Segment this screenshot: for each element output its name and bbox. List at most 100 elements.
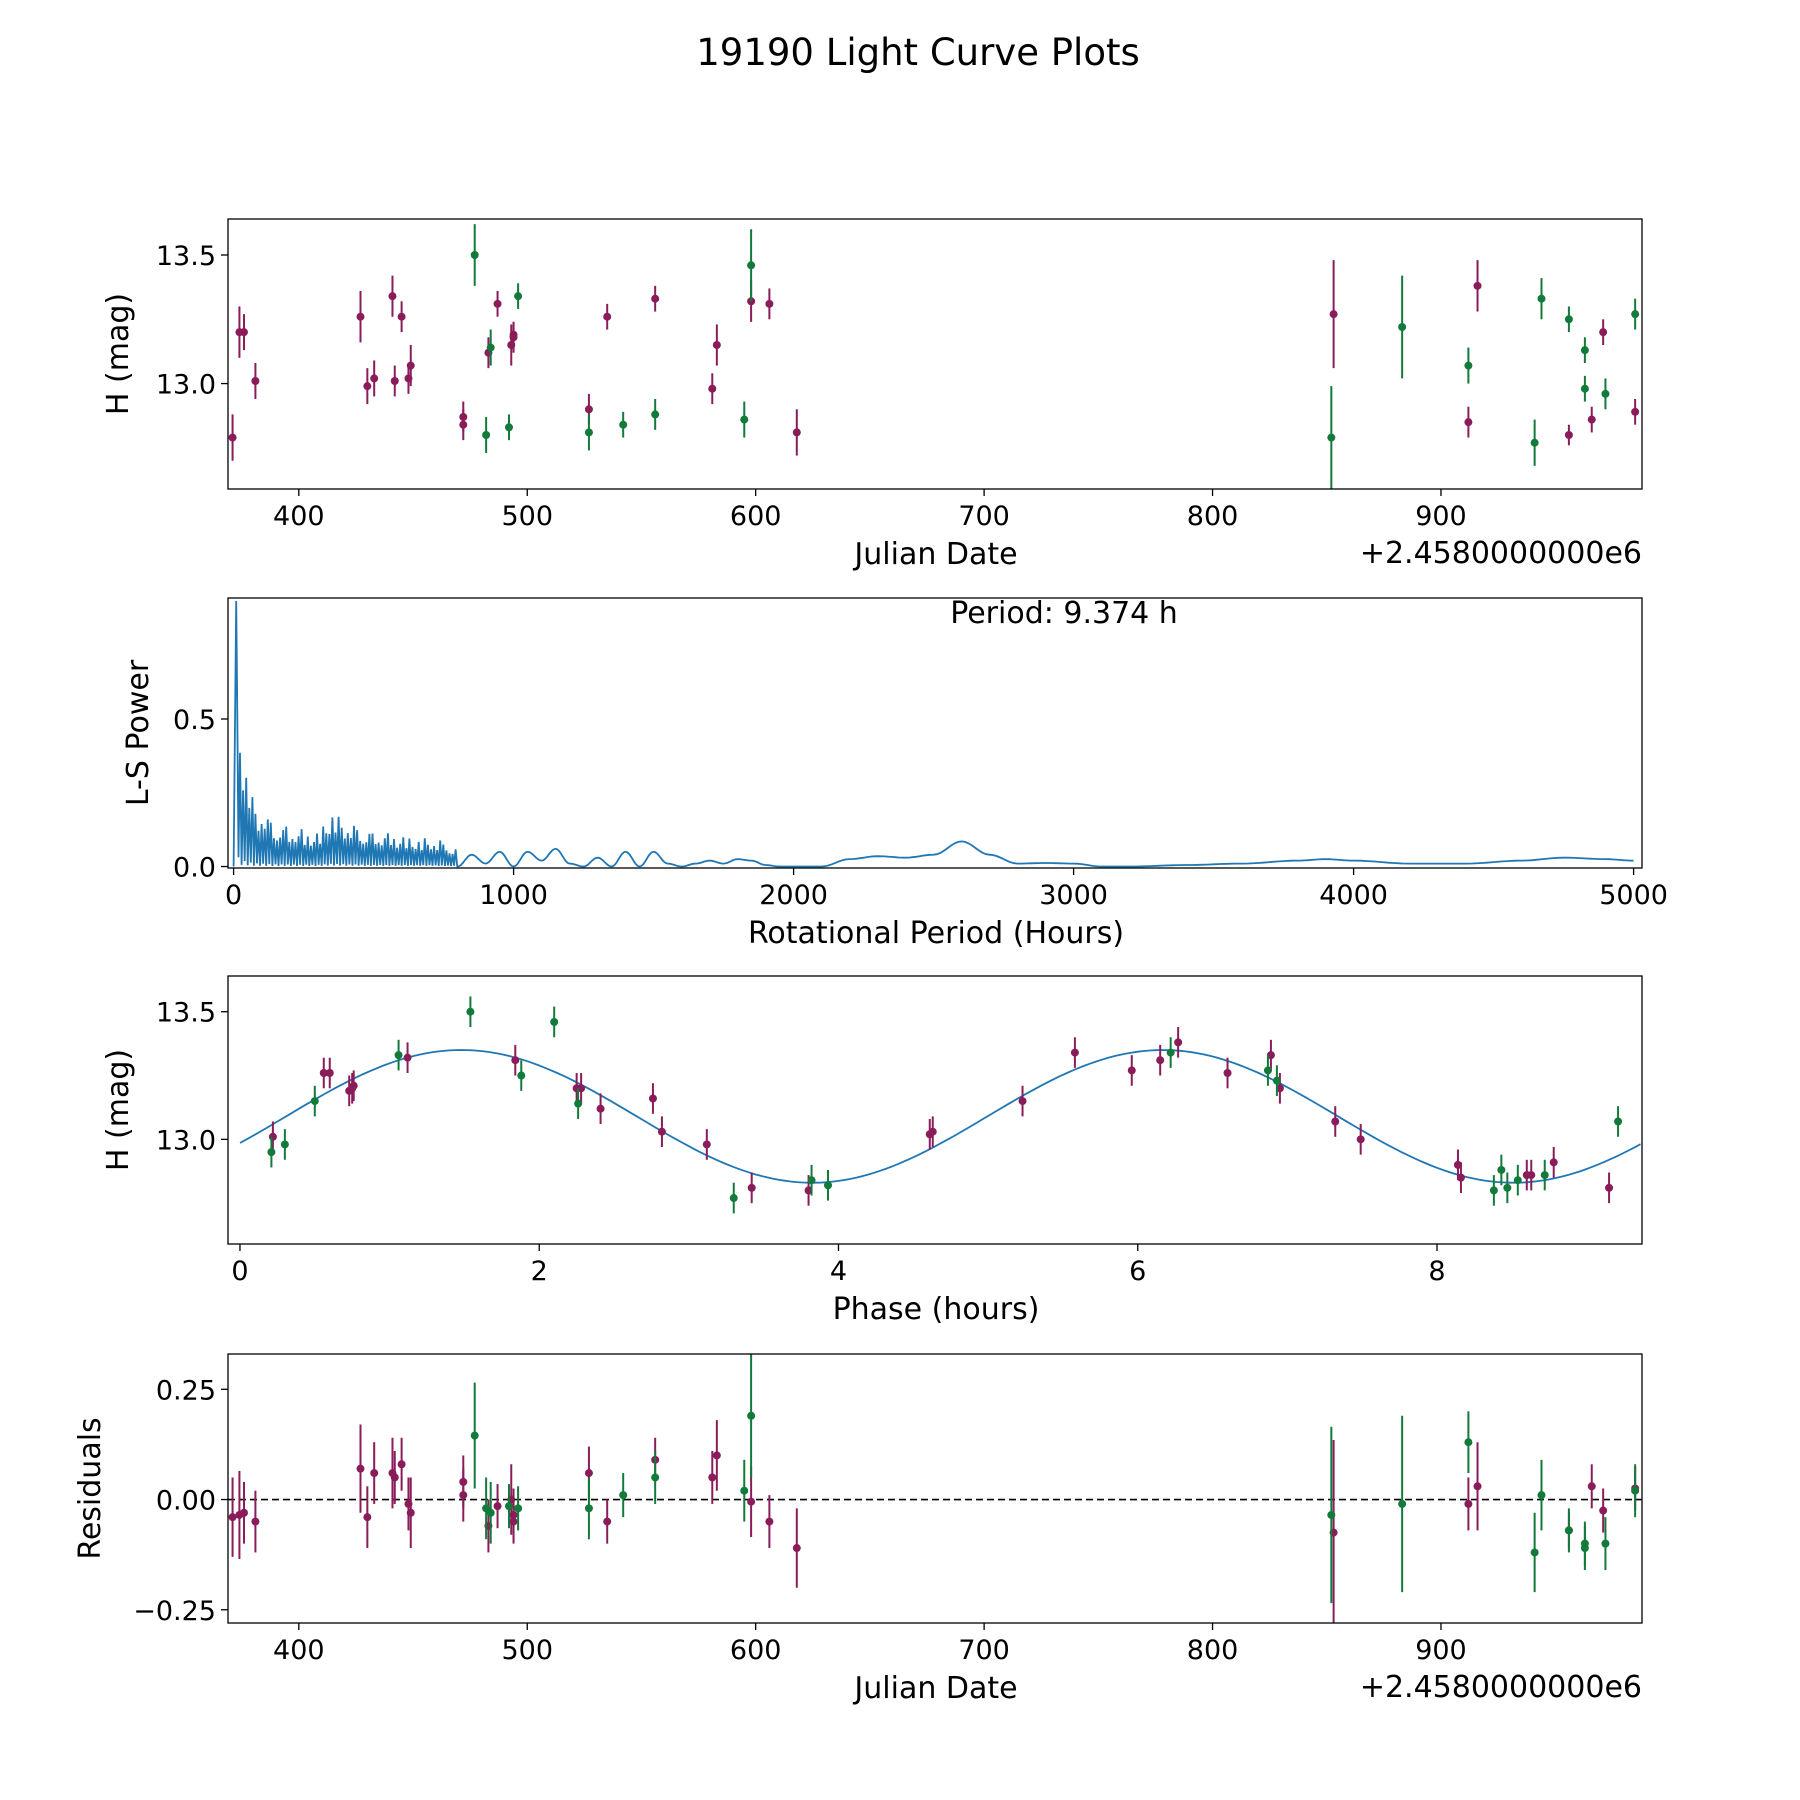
x-tick-label: 0 [225, 880, 242, 911]
data-point [1564, 1526, 1573, 1535]
data-point [1599, 1506, 1608, 1515]
data-point [584, 405, 593, 414]
x-tick-label: 700 [958, 501, 1010, 532]
data-point [482, 431, 491, 439]
data-point [251, 377, 260, 385]
data-point [1614, 1117, 1623, 1126]
x-tick-label: 600 [730, 501, 782, 532]
data-point [459, 420, 468, 429]
x-axis-label: Julian Date [852, 1671, 1017, 1706]
data-point [792, 428, 801, 437]
data-point [1327, 1510, 1336, 1519]
data-point [1331, 1117, 1340, 1126]
data-point [648, 1094, 657, 1103]
x-tick-label: 500 [501, 1635, 553, 1666]
data-point [1272, 1076, 1281, 1085]
data-point [228, 1513, 237, 1522]
data-point [1631, 1486, 1640, 1495]
data-point [459, 1491, 468, 1500]
data-point [1587, 415, 1596, 424]
data-point [363, 1513, 372, 1522]
y-tick-label: 0.00 [156, 1486, 216, 1517]
y-axis-label: Residuals [73, 1417, 108, 1559]
data-point [239, 1508, 248, 1517]
data-point [349, 1081, 358, 1090]
y-tick-label: 0.5 [173, 705, 216, 736]
data-point [1564, 315, 1573, 324]
data-point [747, 1497, 756, 1506]
data-point [747, 261, 756, 270]
data-point [1464, 1499, 1473, 1508]
data-point [1527, 1171, 1536, 1180]
data-point [370, 374, 379, 383]
data-point [1356, 1135, 1365, 1144]
data-point [406, 1508, 415, 1517]
plot-area [232, 600, 1634, 868]
data-point [239, 328, 248, 337]
data-point [1601, 1539, 1610, 1548]
data-point [1530, 438, 1539, 447]
data-point [657, 1127, 666, 1136]
data-point [370, 1469, 379, 1478]
x-axis-label: Julian Date [852, 537, 1017, 572]
data-point [708, 384, 717, 393]
data-point [1127, 1066, 1136, 1075]
x-tick-label: 700 [958, 1635, 1010, 1666]
panel-residuals: 400 500 600 700 800 900 0.25 0.00 −0.25 Julian Da… [73, 1353, 1643, 1706]
x-tick-label: 2 [531, 1256, 548, 1287]
data-point [807, 1176, 816, 1185]
data-point [1605, 1183, 1614, 1192]
x-tick-label: 900 [1415, 1635, 1467, 1666]
model-curve [239, 1049, 1641, 1184]
data-point [651, 1473, 660, 1482]
data-point [363, 382, 372, 391]
data-point [319, 1068, 328, 1077]
data-point [824, 1181, 833, 1190]
data-point [1464, 418, 1473, 427]
data-point [1398, 323, 1407, 331]
data-point [1549, 1158, 1558, 1167]
data-point [268, 1132, 277, 1141]
data-point [325, 1068, 334, 1077]
data-point [1580, 384, 1589, 393]
x-tick-label: 1000 [479, 880, 548, 911]
data-point [493, 1502, 502, 1511]
data-point [1156, 1056, 1165, 1065]
data-point [619, 420, 628, 429]
data-point [1497, 1165, 1506, 1174]
data-point [584, 1469, 593, 1478]
data-point [1537, 1491, 1546, 1500]
data-point [470, 1431, 479, 1440]
x-tick-label: 0 [231, 1256, 248, 1287]
y-tick-label: 13.0 [156, 1125, 216, 1156]
data-point [394, 1051, 403, 1060]
periodogram-line [232, 600, 1634, 868]
axes-frame [227, 218, 1643, 490]
data-point [486, 1508, 495, 1517]
x-tick-label: 6 [1129, 1256, 1146, 1287]
x-offset-text: +2.4580000000e6 [1360, 1670, 1642, 1705]
data-point [712, 1451, 721, 1460]
data-point [1580, 346, 1589, 355]
data-point [928, 1127, 937, 1136]
data-point [1631, 310, 1640, 319]
y-tick-label: −0.25 [133, 1596, 216, 1627]
data-point [511, 1056, 520, 1065]
data-point [603, 1517, 612, 1526]
x-tick-label: 400 [273, 1635, 325, 1666]
data-point [267, 1148, 276, 1157]
data-point [470, 251, 479, 259]
data-point [603, 312, 612, 321]
data-point [504, 1502, 513, 1511]
data-point [403, 1053, 412, 1062]
data-point [1223, 1068, 1232, 1077]
data-point [1473, 1482, 1482, 1491]
data-point [486, 343, 495, 352]
data-point [504, 423, 513, 432]
y-tick-label: 13.0 [156, 370, 216, 401]
data-point [729, 1194, 738, 1203]
data-point [517, 1071, 526, 1080]
data-point [1473, 281, 1482, 290]
data-point [356, 1464, 365, 1473]
data-point [740, 1486, 749, 1495]
